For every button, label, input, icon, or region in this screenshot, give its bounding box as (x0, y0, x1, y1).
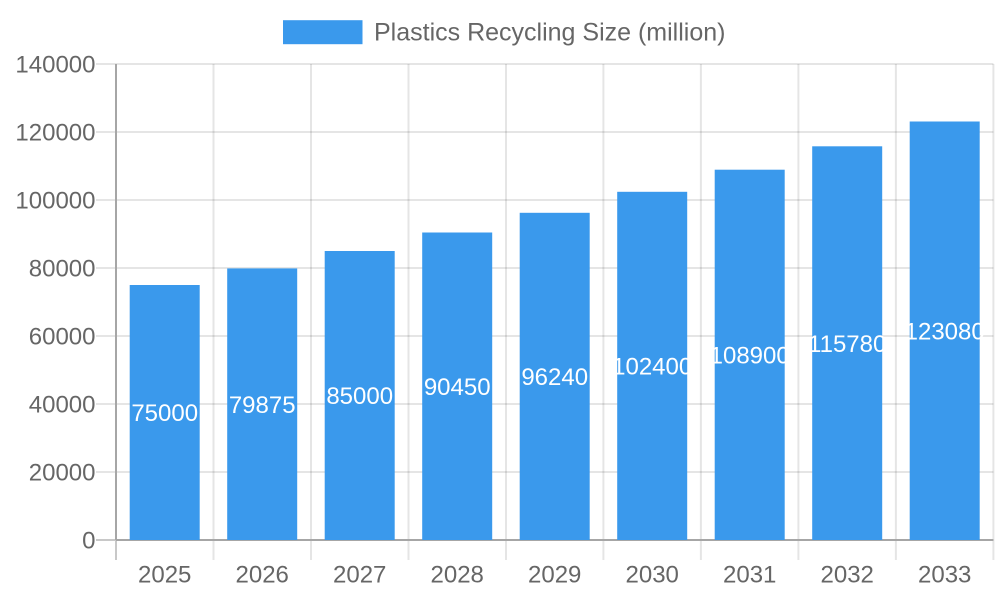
svg-text:60000: 60000 (29, 324, 96, 351)
svg-text:40000: 40000 (29, 392, 96, 419)
svg-text:90450: 90450 (424, 374, 491, 401)
svg-text:120000: 120000 (15, 120, 95, 147)
svg-text:100000: 100000 (15, 188, 95, 215)
svg-text:2033: 2033 (918, 562, 971, 589)
svg-text:75000: 75000 (131, 400, 198, 427)
svg-text:2029: 2029 (528, 562, 581, 589)
svg-text:96240: 96240 (521, 364, 588, 391)
svg-text:2030: 2030 (626, 562, 679, 589)
svg-text:2025: 2025 (138, 562, 191, 589)
svg-text:2026: 2026 (236, 562, 289, 589)
svg-text:79875: 79875 (229, 392, 296, 419)
svg-text:115780: 115780 (808, 331, 886, 358)
svg-text:80000: 80000 (29, 256, 96, 283)
svg-text:0: 0 (82, 528, 95, 555)
svg-text:2031: 2031 (723, 562, 776, 589)
svg-text:Plastics Recycling Size (milli: Plastics Recycling Size (million) (374, 19, 725, 47)
svg-text:140000: 140000 (15, 52, 95, 79)
svg-text:2028: 2028 (431, 562, 484, 589)
svg-text:2032: 2032 (821, 562, 874, 589)
svg-text:102400: 102400 (612, 354, 692, 381)
svg-text:20000: 20000 (29, 460, 96, 487)
svg-text:85000: 85000 (326, 383, 393, 410)
svg-text:108900: 108900 (710, 343, 790, 370)
svg-text:123080: 123080 (905, 318, 985, 345)
svg-text:2027: 2027 (333, 562, 386, 589)
